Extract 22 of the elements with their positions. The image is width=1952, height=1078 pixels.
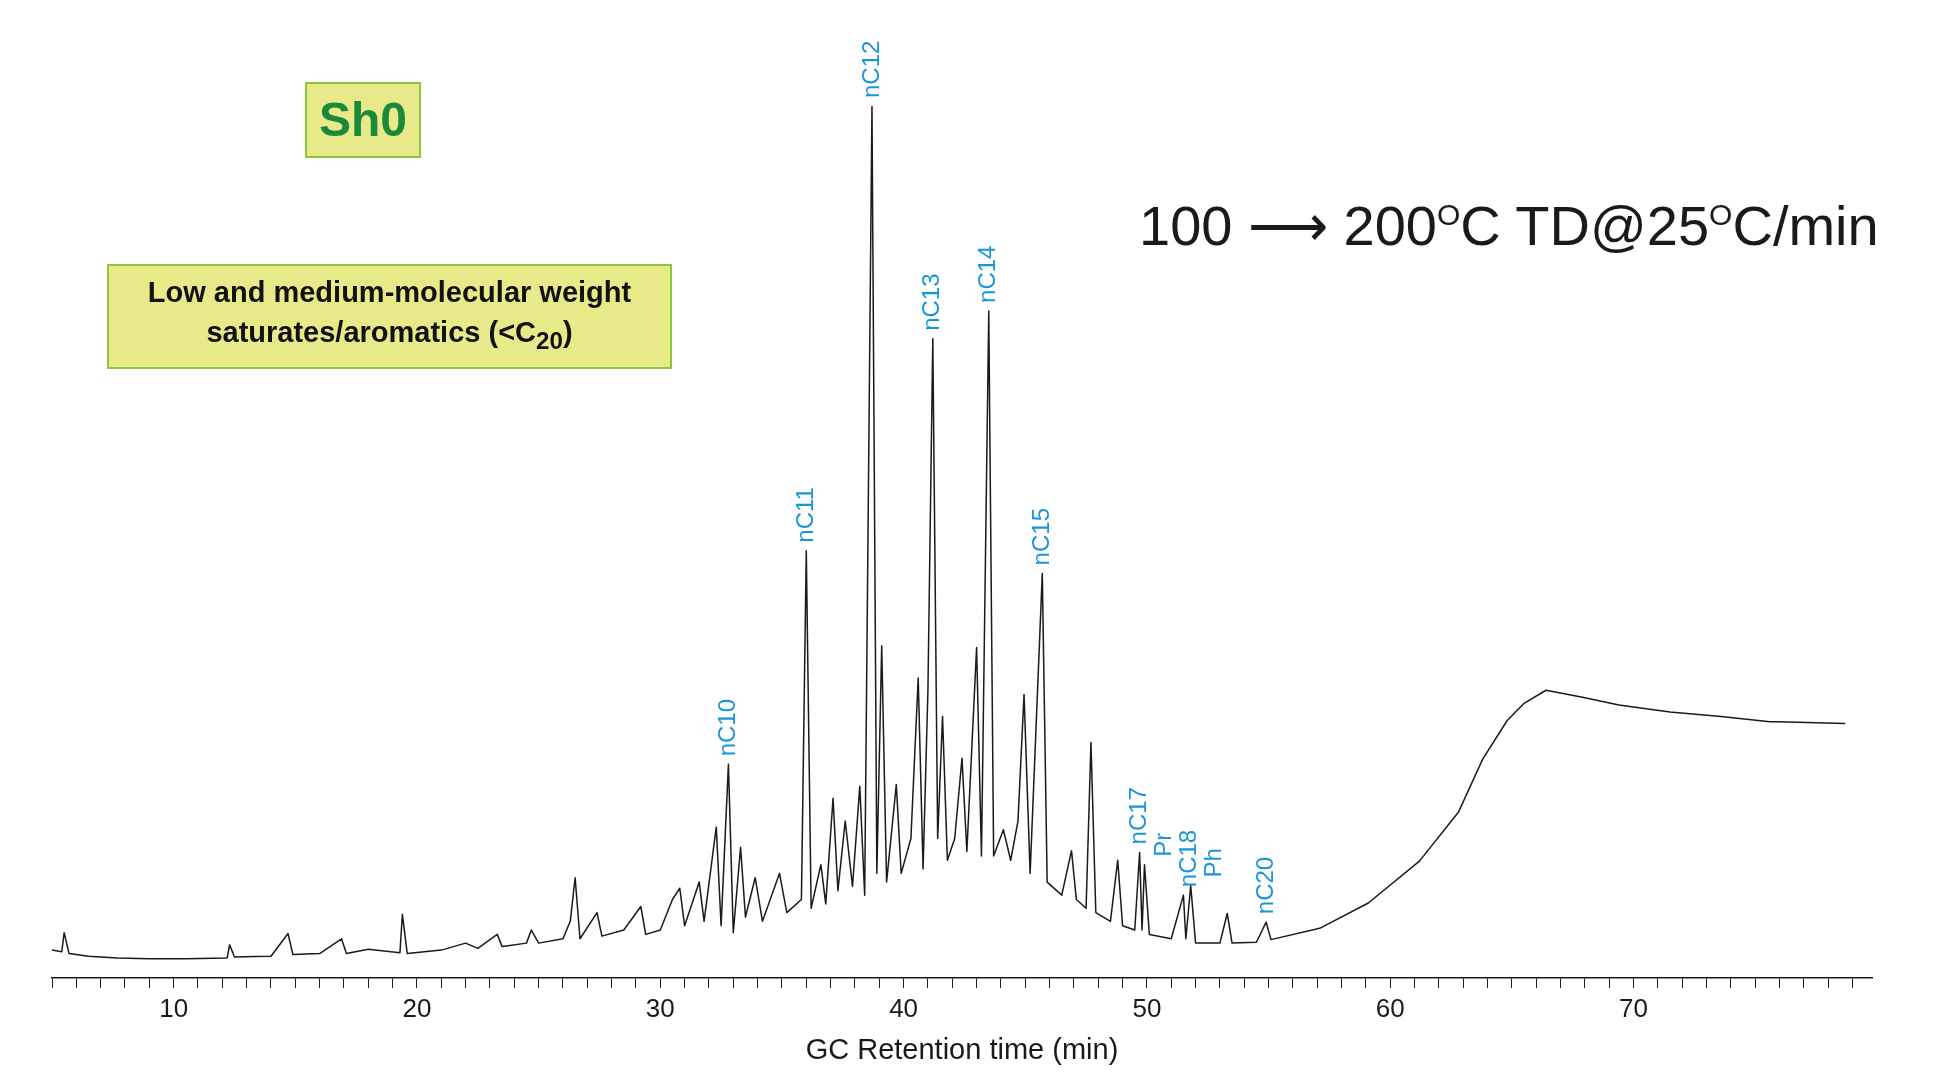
annotation: Ph: [1199, 848, 1227, 878]
annotation: Low and medium-molecular weight saturates/aromatics (<C$_{20}$): [107, 264, 672, 369]
x-tick-label: 30: [645, 992, 675, 1023]
annotation: nC11: [790, 487, 818, 543]
x-tick-label: 40: [889, 992, 919, 1023]
annotation: nC14: [973, 245, 1001, 303]
annotation: Sh0: [305, 82, 422, 158]
annotation: nC10: [713, 698, 741, 757]
x-tick-label: 50: [1132, 992, 1162, 1023]
annotation: nC20: [1250, 856, 1278, 915]
annotation: 100 ⟶ 200$^{O}$C TD@25$^{O}$C/min: [1139, 192, 1879, 259]
annotation: Pr: [1149, 832, 1177, 857]
x-axis-title: GC Retention time (min): [805, 1032, 1119, 1065]
annotation: nC18: [1174, 829, 1202, 888]
x-tick-label: 70: [1619, 992, 1649, 1023]
annotation: nC12: [856, 40, 884, 98]
x-tick-label: 20: [402, 992, 432, 1023]
x-tick-label: 10: [159, 992, 189, 1023]
annotation: nC15: [1026, 508, 1054, 566]
annotation: nC13: [917, 273, 945, 331]
annotation: nC17: [1124, 787, 1152, 845]
x-tick-label: 60: [1375, 992, 1405, 1023]
